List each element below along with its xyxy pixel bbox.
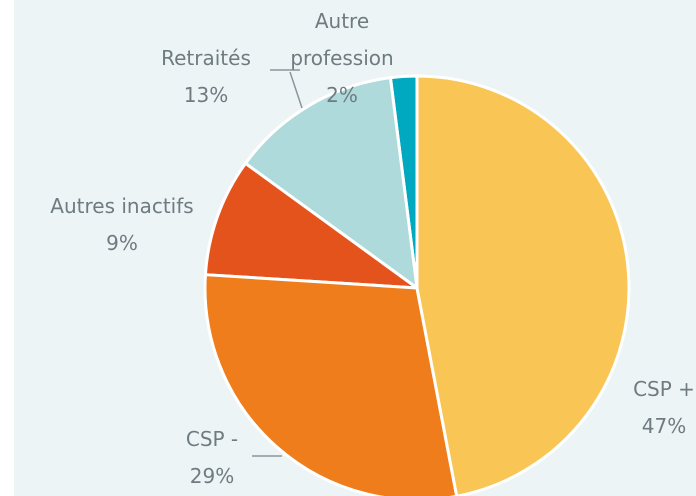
leader-line xyxy=(289,71,303,109)
slice-label: Autre profession 2% xyxy=(277,3,407,114)
pie-slice xyxy=(243,76,419,290)
category-label: CSP + xyxy=(633,377,695,401)
value-label: 13% xyxy=(183,83,229,107)
slice-label: CSP - 29% xyxy=(186,421,238,495)
category-label: Retraités xyxy=(161,46,251,70)
value-label: 47% xyxy=(641,414,687,438)
slice-label: Autres inactifs 9% xyxy=(50,188,193,262)
pie-slice xyxy=(415,74,631,496)
leader-lines xyxy=(252,69,303,457)
pie-slice xyxy=(203,273,459,496)
slice-label: CSP + 47% xyxy=(633,371,695,445)
category-label: CSP - xyxy=(185,427,239,451)
category-label: Autres inactifs xyxy=(50,194,194,218)
category-label: Autre profession xyxy=(290,9,394,70)
value-label: 2% xyxy=(326,83,358,107)
value-label: 29% xyxy=(189,464,235,488)
pie-slice xyxy=(203,161,419,290)
slice-label: Retraités 13% xyxy=(161,40,251,114)
value-label: 9% xyxy=(106,231,138,255)
